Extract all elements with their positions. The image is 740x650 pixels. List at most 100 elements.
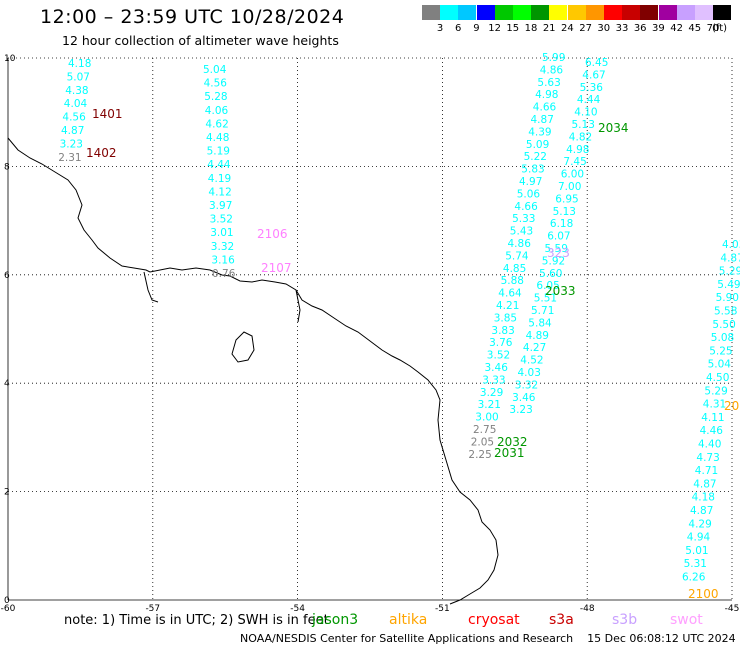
wave-height-label: 4.31: [703, 399, 726, 411]
wave-height-label: 5.71: [531, 305, 554, 317]
wave-height-label: 4.98: [566, 144, 589, 156]
wave-height-label: 4.87: [531, 114, 554, 126]
wave-height-label: 4.03: [518, 367, 541, 379]
scale-swatch: [585, 5, 604, 20]
wave-height-label: 4.66: [533, 102, 557, 114]
scale-swatch: [531, 5, 550, 20]
lon-tick-label: -51: [435, 604, 450, 614]
lat-tick-label: 8: [4, 162, 10, 172]
lat-tick-label: 10: [4, 54, 16, 64]
wave-height-label: 3.23: [60, 138, 83, 150]
wave-height-label: 2.31: [58, 152, 81, 164]
wave-height-label: 5.83: [521, 164, 544, 176]
scale-label: 3: [436, 23, 444, 34]
wave-height-label: 3.83: [491, 325, 514, 337]
scale-label: 27: [579, 23, 592, 34]
wave-height-label: 3.46: [485, 362, 509, 374]
satellite-track-id: 2034: [598, 121, 629, 135]
wave-height-label: 5.13: [553, 206, 576, 218]
wave-height-label: 3.23: [509, 404, 532, 416]
wave-height-label: 6.45: [585, 57, 608, 69]
footer-note: note: 1) Time is in UTC; 2) SWH is in fe…: [64, 613, 329, 628]
wave-height-label: 4.64: [498, 288, 522, 300]
wave-height-label: 4.44: [207, 159, 231, 171]
wave-height-label: 5.51: [534, 293, 557, 305]
scale-label: 70: [706, 23, 720, 34]
wave-height-label: 4.21: [496, 300, 519, 312]
scale-swatch: [640, 5, 659, 20]
page-title: 12:00 – 23:59 UTC 10/28/2024: [40, 6, 345, 28]
wave-height-label: 4.44: [577, 94, 601, 106]
wave-height-label: 5.13: [572, 119, 595, 131]
wave-height-label: 5.74: [505, 250, 529, 262]
wave-height-label: 3.52: [210, 214, 233, 226]
wave-height-label: 5.99: [542, 52, 565, 64]
satellite-track-id: 2031: [494, 446, 525, 460]
wave-height-label: 5.09: [526, 139, 549, 151]
lon-tick-label: -54: [290, 604, 305, 614]
scale-label: 39: [652, 23, 665, 34]
scale-swatch: [695, 5, 713, 20]
lat-tick-label: 4: [4, 379, 10, 389]
mission-cryosat: cryosat: [468, 612, 520, 628]
wave-height-label: 4.06: [205, 105, 229, 117]
satellite-track-id: 323: [547, 246, 570, 260]
wave-height-label: 0.76: [212, 268, 236, 280]
wave-height-label: 4.86: [540, 64, 564, 76]
island: [231, 331, 255, 363]
wave-height-label: 4.87: [693, 478, 716, 490]
wave-height-label: 5.22: [524, 151, 547, 163]
scale-swatch: [658, 5, 677, 20]
lon-tick-label: -60: [1, 604, 16, 614]
scale-label: 9: [473, 23, 480, 34]
wave-height-label: 5.63: [537, 77, 560, 89]
mission-altika: altika: [389, 612, 428, 628]
wave-height-label: 6.26: [682, 572, 706, 584]
wave-height-label: 4.38: [65, 85, 88, 97]
wave-height-label: 5.49: [717, 279, 740, 291]
wave-height-label: 3.97: [209, 200, 232, 212]
wave-height-label: 6.18: [550, 218, 573, 230]
wave-height-label: 5.88: [501, 275, 524, 287]
wave-height-label: 4.03: [722, 239, 740, 251]
wave-height-label: 4.56: [62, 112, 86, 124]
scale-swatch: [567, 5, 586, 20]
scale-label: 6: [455, 23, 462, 34]
wave-height-label: 2.25: [468, 449, 491, 461]
credit-text: NOAA/NESDIS Center for Satellite Applica…: [240, 632, 574, 645]
wave-height-label: 4.87: [61, 125, 84, 137]
satellite-track-id: 2100: [688, 587, 719, 601]
scale-label: 21: [542, 23, 556, 34]
wave-height-label: 4.85: [503, 263, 526, 275]
wave-height-label: 4.89: [526, 330, 549, 342]
satellite-track-id: 2033: [545, 284, 576, 298]
wave-height-label: 4.46: [700, 425, 724, 437]
wave-height-label: 3.32: [515, 379, 538, 391]
wave-height-label: 4.71: [695, 465, 718, 477]
wave-height-label: 4.87: [690, 505, 713, 517]
wave-height-label: 4.10: [574, 107, 597, 119]
wave-height-label: 7.45: [563, 156, 586, 168]
wave-height-label: 3.16: [211, 254, 235, 266]
lat-tick-label: 0: [4, 596, 10, 606]
lon-tick-label: -45: [725, 604, 740, 614]
wave-height-label: 5.04: [203, 64, 227, 76]
scale-swatch: [549, 5, 568, 20]
wave-height-label: 4.52: [520, 355, 543, 367]
wave-height-label: 5.29: [704, 385, 727, 397]
wave-height-label: 3.01: [210, 227, 233, 239]
footer-credit: NOAA/NESDIS Center for Satellite Applica…: [240, 632, 736, 645]
scale-swatch: [494, 5, 513, 20]
wave-height-label: 5.58: [714, 306, 737, 318]
mission-s3b: s3b: [612, 612, 638, 628]
wave-height-label: 3.85: [494, 312, 517, 324]
wave-height-label: 3.52: [487, 350, 510, 362]
wave-height-label: 5.60: [539, 268, 562, 280]
wave-height-label: 6.00: [561, 169, 584, 181]
wave-height-label: 5.29: [719, 266, 740, 278]
wave-height-label: 5.36: [580, 82, 604, 94]
wave-height-label: 4.29: [688, 518, 711, 530]
wave-height-label: 4.97: [519, 176, 542, 188]
